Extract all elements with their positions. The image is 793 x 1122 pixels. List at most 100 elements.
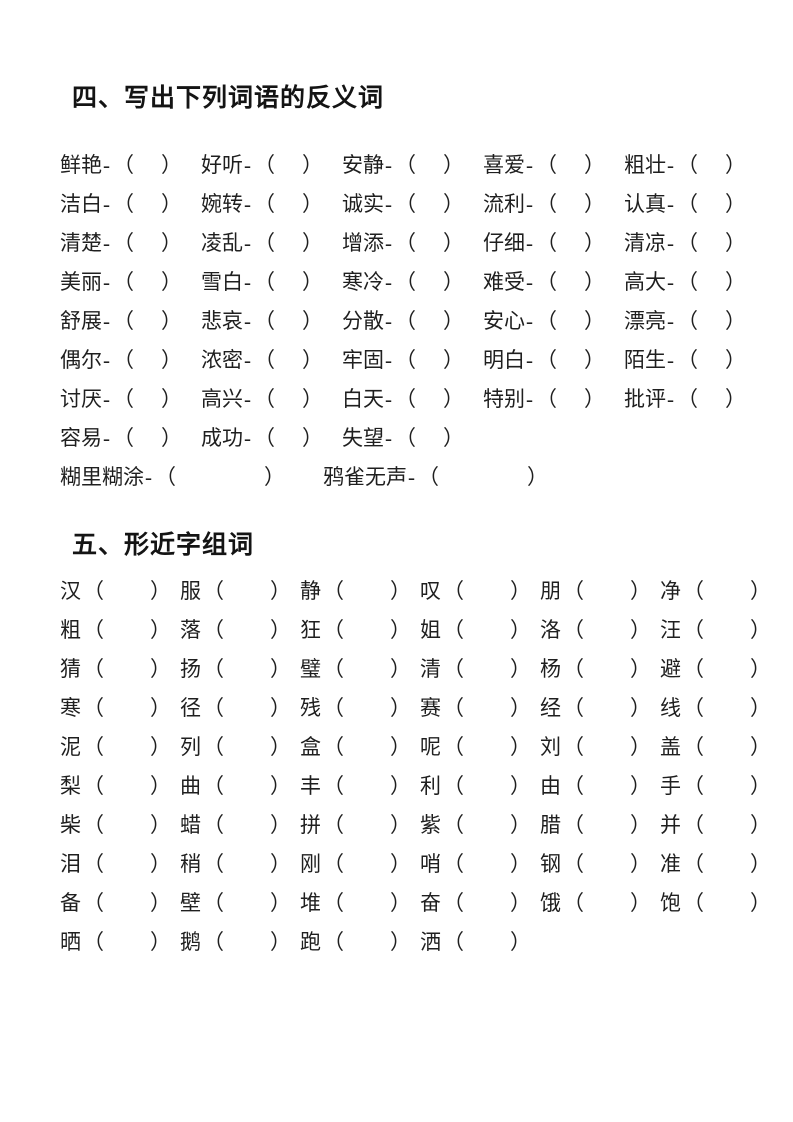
similar-char-item: 经（ ）: [540, 689, 660, 728]
answer-blank: [344, 636, 390, 637]
antonym-item: 高大- （ ）: [624, 263, 765, 302]
close-paren: ）: [510, 579, 531, 603]
section4-title: 四、写出下列词语的反义词: [72, 84, 385, 112]
similar-char-item: 梨（ ）: [60, 767, 180, 806]
close-paren: ）: [270, 891, 291, 915]
answer-blank: [464, 909, 510, 910]
prompt-word: 刘: [540, 735, 561, 759]
answer-blank: [584, 909, 630, 910]
hyphen: -: [408, 465, 415, 489]
prompt-word: 清楚: [60, 231, 102, 255]
open-paren: （: [155, 465, 176, 489]
close-paren: ）: [302, 309, 323, 333]
answer-blank: [275, 366, 302, 367]
hyphen: -: [667, 270, 674, 294]
open-paren: （: [323, 930, 344, 954]
open-paren: （: [83, 579, 104, 603]
prompt-word: 泥: [60, 735, 81, 759]
hyphen: -: [526, 387, 533, 411]
similar-char-item: 清（ ）: [420, 650, 540, 689]
prompt-word: 避: [660, 657, 681, 681]
open-paren: （: [683, 657, 704, 681]
open-paren: （: [418, 465, 439, 489]
hyphen: -: [103, 348, 110, 372]
hyphen: -: [103, 192, 110, 216]
similar-char-item: 残（ ）: [300, 689, 420, 728]
open-paren: （: [203, 735, 224, 759]
prompt-word: 紫: [420, 813, 441, 837]
close-paren: ）: [390, 891, 411, 915]
prompt-word: 杨: [540, 657, 561, 681]
similar-char-item: 并（ ）: [660, 806, 780, 845]
open-paren: （: [677, 270, 698, 294]
antonym-item: 舒展- （ ）: [60, 302, 201, 341]
open-paren: （: [254, 153, 275, 177]
answer-blank: [704, 636, 750, 637]
open-paren: （: [563, 774, 584, 798]
close-paren: ）: [443, 426, 464, 450]
antonym-item: 清楚- （ ）: [60, 224, 201, 263]
open-paren: （: [203, 813, 224, 837]
prompt-word: 柴: [60, 813, 81, 837]
similar-char-item: 线（ ）: [660, 689, 780, 728]
antonym-item: 白天- （ ）: [342, 380, 483, 419]
close-paren: ）: [390, 930, 411, 954]
open-paren: （: [254, 270, 275, 294]
similar-char-row: 泥（）列（）盒（）呢（）刘（）盖（）: [60, 728, 783, 767]
answer-blank: [344, 714, 390, 715]
prompt-word: 批评: [624, 387, 666, 411]
answer-blank: [104, 870, 150, 871]
antonym-item: 明白- （ ）: [483, 341, 624, 380]
answer-blank: [224, 870, 270, 871]
answer-blank: [704, 831, 750, 832]
similar-char-item: 狂（ ）: [300, 611, 420, 650]
answer-blank: [275, 171, 302, 172]
antonym-item: 成功- （ ）: [201, 419, 342, 458]
answer-blank: [704, 675, 750, 676]
close-paren: ）: [443, 348, 464, 372]
prompt-word: 鹅: [180, 930, 201, 954]
close-paren: ）: [725, 387, 746, 411]
prompt-word: 容易: [60, 426, 102, 450]
open-paren: （: [203, 891, 224, 915]
open-paren: （: [323, 735, 344, 759]
open-paren: （: [536, 192, 557, 216]
antonym-item: 容易- （ ）: [60, 419, 201, 458]
prompt-word: 残: [300, 696, 321, 720]
hyphen: -: [385, 153, 392, 177]
close-paren: ）: [750, 696, 771, 720]
open-paren: （: [254, 231, 275, 255]
prompt-word: 腊: [540, 813, 561, 837]
prompt-word: 净: [660, 579, 681, 603]
open-paren: （: [323, 618, 344, 642]
antonym-item: 仔细- （ ）: [483, 224, 624, 263]
open-paren: （: [83, 930, 104, 954]
open-paren: （: [683, 579, 704, 603]
similar-char-item: 璧（ ）: [300, 650, 420, 689]
close-paren: ）: [750, 891, 771, 915]
hyphen: -: [667, 309, 674, 333]
close-paren: ）: [510, 852, 531, 876]
prompt-word: 呢: [420, 735, 441, 759]
prompt-word: 雪白: [201, 270, 243, 294]
prompt-word: 径: [180, 696, 201, 720]
prompt-word: 拼: [300, 813, 321, 837]
prompt-word: 牢固: [342, 348, 384, 372]
prompt-word: 饱: [660, 891, 681, 915]
antonym-row: 偶尔- （）浓密- （）牢固- （）明白- （）陌生- （）: [60, 341, 783, 380]
hyphen: -: [526, 309, 533, 333]
close-paren: ）: [161, 192, 182, 216]
open-paren: （: [443, 813, 464, 837]
hyphen: -: [385, 348, 392, 372]
answer-blank: [104, 792, 150, 793]
close-paren: ）: [161, 309, 182, 333]
prompt-word: 丰: [300, 774, 321, 798]
answer-blank: [557, 366, 584, 367]
prompt-word: 由: [540, 774, 561, 798]
similar-char-item: 列（ ）: [180, 728, 300, 767]
hyphen: -: [244, 309, 251, 333]
answer-blank: [704, 909, 750, 910]
open-paren: （: [395, 348, 416, 372]
similar-char-item: 腊（ ）: [540, 806, 660, 845]
close-paren: ）: [510, 774, 531, 798]
